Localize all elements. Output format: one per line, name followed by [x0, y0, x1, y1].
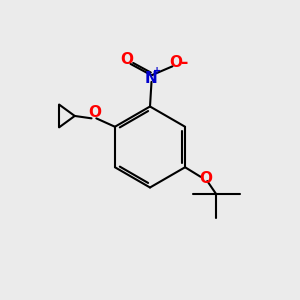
Text: O: O — [88, 106, 102, 120]
Text: O: O — [120, 52, 134, 67]
Text: +: + — [153, 66, 161, 76]
Text: N: N — [145, 71, 158, 86]
Text: -: - — [181, 54, 189, 72]
Text: O: O — [199, 171, 212, 186]
Text: O: O — [169, 55, 183, 70]
